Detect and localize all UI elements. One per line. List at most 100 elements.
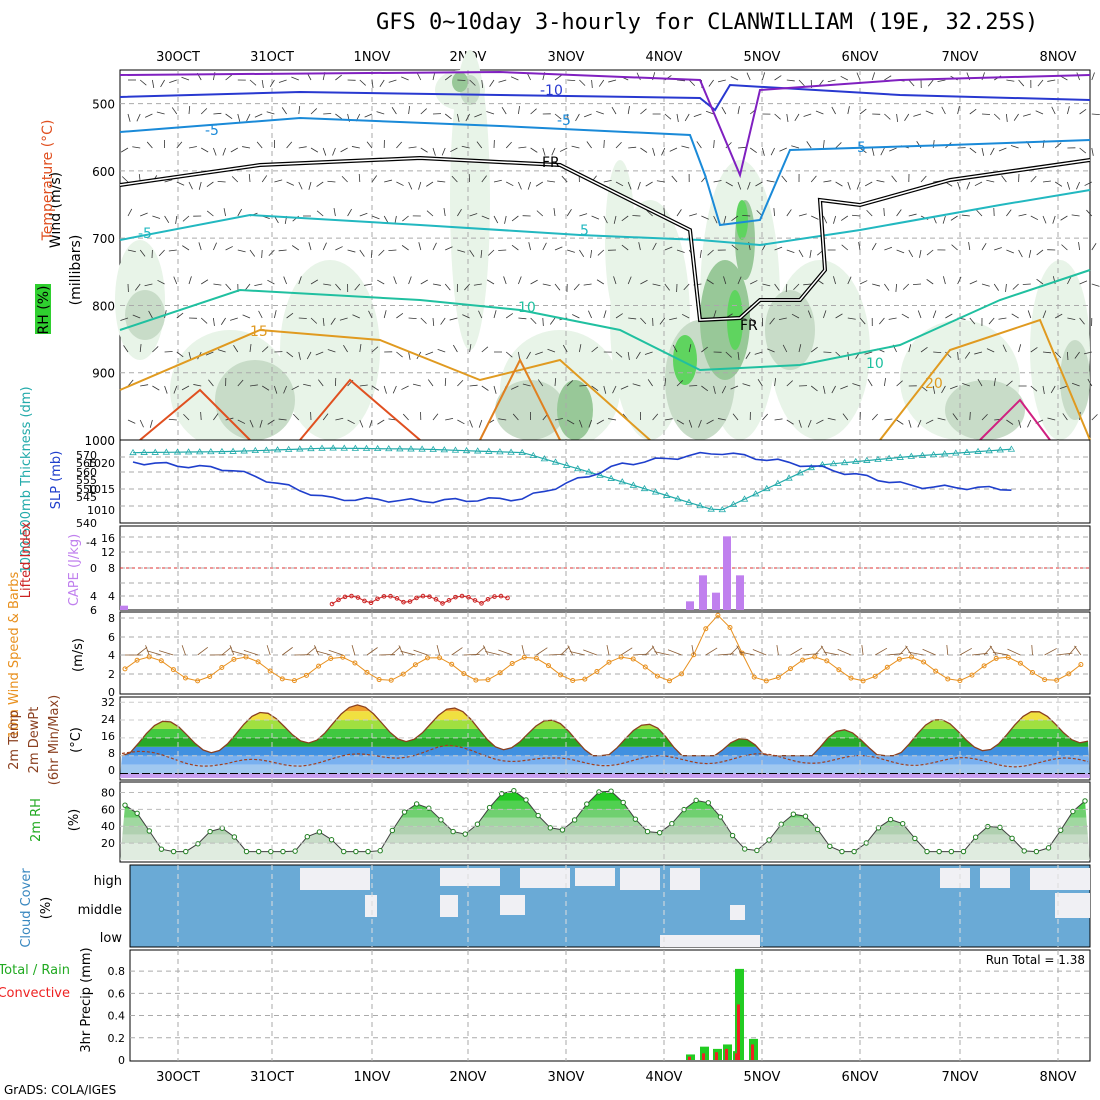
wind-barb	[351, 146, 360, 149]
wind-barb	[713, 385, 716, 394]
wind-barb	[676, 209, 682, 217]
wind-barb	[481, 79, 484, 88]
wind-speed-marker	[872, 673, 878, 679]
wind-barb	[1061, 244, 1068, 251]
wind-barb	[469, 249, 475, 257]
wind-speed-marker	[497, 670, 503, 676]
temp-contour-20	[879, 318, 1091, 441]
ylabel-total-rain: Total / Rain	[0, 963, 70, 978]
rh-marker	[924, 848, 930, 855]
wind-barb	[401, 245, 409, 251]
rh-shade-mid	[765, 290, 815, 370]
thickness-marker	[607, 474, 615, 481]
wind-barb	[335, 246, 343, 251]
wind-barb	[827, 417, 836, 421]
wind-barb	[322, 242, 327, 251]
wind-barb	[376, 111, 385, 115]
wind-speed-marker	[763, 678, 769, 684]
ylabel-rh-units: (%)	[67, 809, 82, 832]
rh-band	[120, 817, 1090, 827]
wind-barb	[469, 213, 478, 217]
wind-barb	[547, 180, 556, 183]
ylabel-cloud-cover: Cloud Cover	[19, 868, 34, 948]
contour-label: -10	[540, 83, 563, 99]
thickness-marker	[418, 445, 426, 452]
cloud-block	[1030, 868, 1090, 890]
wind-barb	[333, 208, 336, 217]
wind-speed-marker	[570, 678, 576, 684]
thickness-marker	[140, 448, 148, 455]
wind-barb	[293, 413, 300, 421]
wind-barb	[323, 113, 332, 115]
wind-speed-marker	[836, 667, 842, 673]
wind-barb	[913, 113, 922, 117]
pressure-tick-label: 700	[92, 232, 115, 246]
wind-barb	[486, 111, 495, 115]
temp-tick-label: 0	[108, 764, 115, 777]
pressure-tick-label: 800	[92, 299, 115, 313]
wind-tick-label: 4	[108, 649, 115, 662]
wind-barb	[268, 249, 275, 257]
rh-marker	[523, 797, 529, 803]
surface-wind-barb	[145, 645, 150, 656]
wind-barb	[786, 79, 795, 82]
rh-marker	[851, 848, 857, 855]
wind-barb	[774, 113, 781, 120]
wind-barb	[896, 113, 899, 122]
freezing-level-inner	[119, 157, 1091, 321]
wind-barb	[530, 147, 538, 153]
wind-barb	[281, 107, 287, 115]
wind-barb	[637, 181, 641, 190]
rh-band	[120, 826, 1090, 835]
wind-barb	[927, 79, 934, 87]
wind-barb	[884, 246, 893, 251]
rh-marker	[377, 848, 383, 854]
wind-barb	[852, 383, 861, 387]
thickness-marker	[296, 445, 304, 452]
wind-barb	[867, 378, 873, 387]
wind-barb	[469, 79, 476, 86]
precip-tick-label: 0.8	[108, 965, 126, 978]
wind-barb	[705, 110, 714, 115]
wind-barb	[225, 113, 233, 119]
wind-barb	[335, 283, 341, 291]
wind-barb	[598, 79, 605, 87]
lifted-index-marker	[433, 597, 439, 602]
wind-speed-marker	[134, 657, 140, 663]
wind-barb	[636, 72, 641, 81]
wind-barb	[498, 418, 507, 421]
wind-barb	[683, 283, 690, 291]
wind-speed-marker	[1078, 662, 1084, 668]
wind-barb	[547, 348, 556, 353]
wind-barb	[932, 385, 936, 394]
wind-barb	[486, 279, 495, 285]
top-date-label: 4NOV	[646, 50, 683, 65]
wind-barb	[379, 79, 385, 87]
wind-barb	[809, 249, 812, 258]
wind-barb	[1006, 380, 1013, 387]
wind-barb	[943, 276, 946, 285]
rh-marker	[1033, 848, 1040, 855]
wind-barb	[412, 383, 421, 387]
wind-barb	[152, 346, 159, 353]
wind-barb	[966, 181, 971, 190]
surface-wind-barb	[400, 650, 416, 656]
wind-barb	[1054, 142, 1062, 149]
rh-marker	[717, 814, 724, 820]
wind-barb	[441, 147, 446, 156]
wind-barb	[408, 181, 413, 190]
wind-barb	[149, 419, 153, 428]
wind-barb	[432, 283, 441, 286]
wind-barb	[530, 279, 538, 285]
wind-barb	[420, 317, 427, 324]
wind-barb	[746, 72, 751, 81]
wind-barb	[559, 147, 568, 152]
contour-label: -5	[557, 113, 571, 129]
thickness-marker	[329, 444, 337, 451]
wind-barb	[542, 242, 547, 251]
temp-tick-label: 32	[101, 696, 115, 709]
rh-marker	[474, 821, 481, 827]
wind-speed-marker	[800, 657, 806, 663]
wind-speed-marker	[412, 662, 418, 668]
wind-barb	[347, 419, 355, 425]
